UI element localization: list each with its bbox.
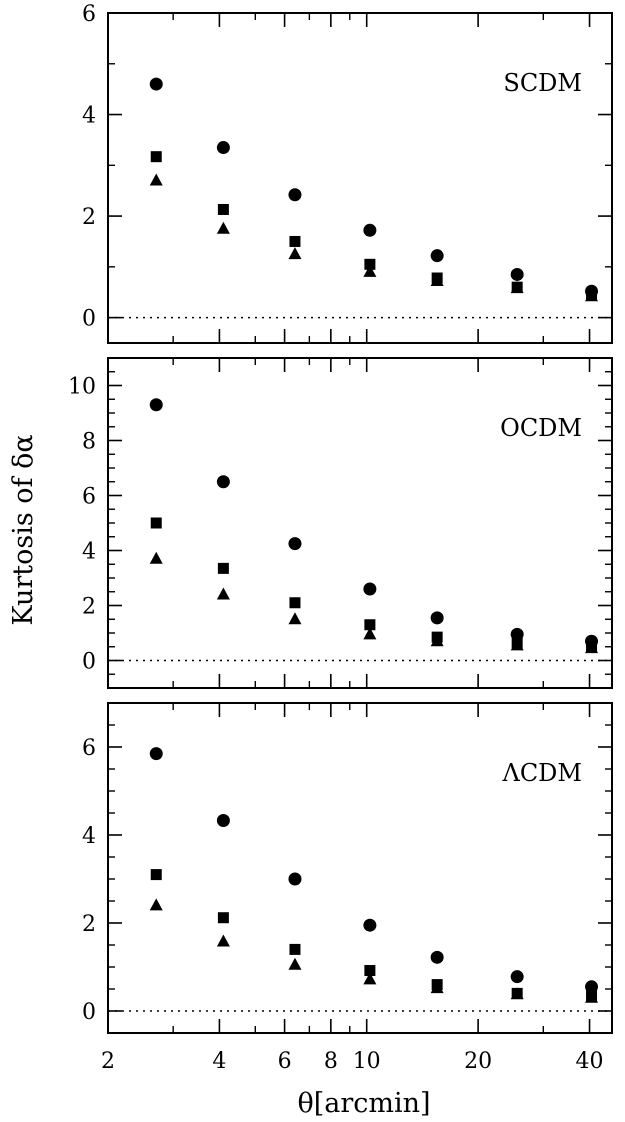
- plot-frame: [107, 12, 613, 344]
- data-point-triangle: [216, 934, 230, 947]
- data-point-triangle: [585, 641, 599, 654]
- data-point-circle: [363, 582, 377, 596]
- y-axis-label: Kurtosis of δα: [8, 434, 39, 625]
- x-axis-label: θ[arcmin]: [297, 1088, 430, 1119]
- panel-1: 0 2 4 6 SCDM: [82, 2, 613, 344]
- data-point-circle: [363, 918, 377, 932]
- data-point-square: [150, 517, 162, 529]
- data-point-triangle: [585, 990, 599, 1003]
- data-point-circle: [149, 77, 163, 91]
- data-point-circle: [510, 267, 524, 281]
- y-tick-label: 6: [82, 2, 96, 27]
- data-point-circle: [216, 813, 230, 827]
- data-point-square: [217, 562, 229, 574]
- data-point-triangle: [149, 898, 163, 911]
- y-tick-label: 4: [82, 824, 96, 849]
- data-point-triangle: [430, 634, 444, 647]
- data-point-triangle: [585, 289, 599, 302]
- data-point-square: [217, 912, 229, 924]
- data-point-circle: [510, 970, 524, 984]
- data-point-circle: [585, 980, 599, 994]
- data-point-square: [289, 943, 301, 955]
- data-point-circle: [288, 188, 302, 202]
- data-point-triangle: [430, 981, 444, 994]
- data-point-circle: [363, 223, 377, 237]
- plot-frame: [107, 357, 613, 689]
- data-point-triangle: [288, 247, 302, 260]
- plot-frame: [107, 702, 613, 1034]
- data-point-square: [289, 235, 301, 247]
- data-point-triangle: [288, 612, 302, 625]
- data-point-circle: [288, 537, 302, 551]
- data-point-circle: [430, 950, 444, 964]
- data-point-circle: [288, 872, 302, 886]
- panel-label: ΛCDM: [501, 759, 582, 787]
- data-point-square: [150, 869, 162, 881]
- panel-2: 0 2 4 6 8 10 OCDM: [68, 357, 613, 689]
- y-tick-label: 6: [82, 736, 96, 761]
- data-point-triangle: [288, 957, 302, 970]
- y-tick-label: 0: [82, 650, 96, 675]
- x-tick-label: 20: [464, 1049, 492, 1074]
- y-tick-label: 8: [82, 430, 96, 455]
- data-point-triangle: [149, 173, 163, 186]
- y-tick-label: 0: [82, 307, 96, 332]
- y-tick-label: 10: [68, 375, 96, 400]
- data-point-triangle: [216, 587, 230, 600]
- data-point-circle: [430, 249, 444, 263]
- y-tick-label: 6: [82, 485, 96, 510]
- x-tick-label: 8: [324, 1049, 338, 1074]
- data-point-square: [289, 597, 301, 609]
- data-point-triangle: [363, 972, 377, 985]
- data-point-square: [364, 965, 376, 977]
- data-point-triangle: [216, 221, 230, 234]
- x-tick-label: 40: [576, 1049, 604, 1074]
- data-point-circle: [149, 398, 163, 412]
- data-point-square: [217, 203, 229, 215]
- x-tick-label: 6: [278, 1049, 292, 1074]
- y-tick-label: 4: [82, 104, 96, 129]
- data-point-circle: [216, 475, 230, 489]
- data-point-triangle: [430, 274, 444, 287]
- x-tick-label: 10: [353, 1049, 381, 1074]
- data-point-triangle: [149, 551, 163, 564]
- x-tick-label: 2: [101, 1049, 115, 1074]
- x-tick-label: 4: [212, 1049, 226, 1074]
- data-point-triangle: [510, 987, 524, 1000]
- y-tick-label: 2: [82, 595, 96, 620]
- panel-label: SCDM: [503, 69, 582, 97]
- data-point-circle: [216, 141, 230, 155]
- data-point-square: [364, 258, 376, 270]
- data-point-circle: [430, 611, 444, 625]
- y-tick-label: 2: [82, 205, 96, 230]
- data-point-triangle: [363, 264, 377, 277]
- data-point-triangle: [510, 281, 524, 294]
- data-point-circle: [149, 747, 163, 761]
- data-point-triangle: [363, 627, 377, 640]
- y-tick-label: 2: [82, 912, 96, 937]
- data-point-square: [150, 151, 162, 163]
- data-point-triangle: [510, 638, 524, 651]
- y-tick-label: 4: [82, 540, 96, 565]
- data-point-square: [364, 619, 376, 631]
- panel-label: OCDM: [500, 414, 582, 442]
- y-tick-label: 0: [82, 1000, 96, 1025]
